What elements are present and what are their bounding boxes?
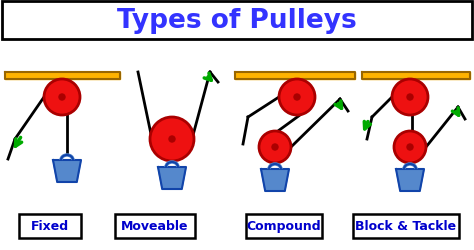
Circle shape — [394, 132, 426, 163]
Circle shape — [294, 94, 300, 100]
Polygon shape — [158, 167, 186, 189]
Polygon shape — [362, 73, 470, 80]
Text: Moveable: Moveable — [121, 220, 189, 232]
Circle shape — [407, 144, 413, 150]
Text: Compound: Compound — [246, 220, 321, 232]
Circle shape — [59, 94, 65, 100]
Polygon shape — [261, 169, 289, 191]
Circle shape — [392, 80, 428, 116]
Circle shape — [259, 132, 291, 163]
Circle shape — [279, 80, 315, 116]
Circle shape — [44, 80, 80, 116]
Bar — [246, 214, 322, 238]
Polygon shape — [396, 169, 424, 191]
Circle shape — [407, 94, 413, 100]
Circle shape — [150, 118, 194, 161]
Circle shape — [169, 136, 175, 142]
Bar — [2, 2, 472, 40]
Bar — [115, 214, 195, 238]
Bar — [19, 214, 81, 238]
Text: Types of Pulleys: Types of Pulleys — [117, 8, 357, 34]
Polygon shape — [235, 73, 355, 80]
Text: Fixed: Fixed — [31, 220, 69, 232]
Polygon shape — [53, 160, 81, 182]
Text: Block & Tackle: Block & Tackle — [356, 220, 456, 232]
Circle shape — [272, 144, 278, 150]
Bar — [353, 214, 459, 238]
Polygon shape — [5, 73, 120, 80]
